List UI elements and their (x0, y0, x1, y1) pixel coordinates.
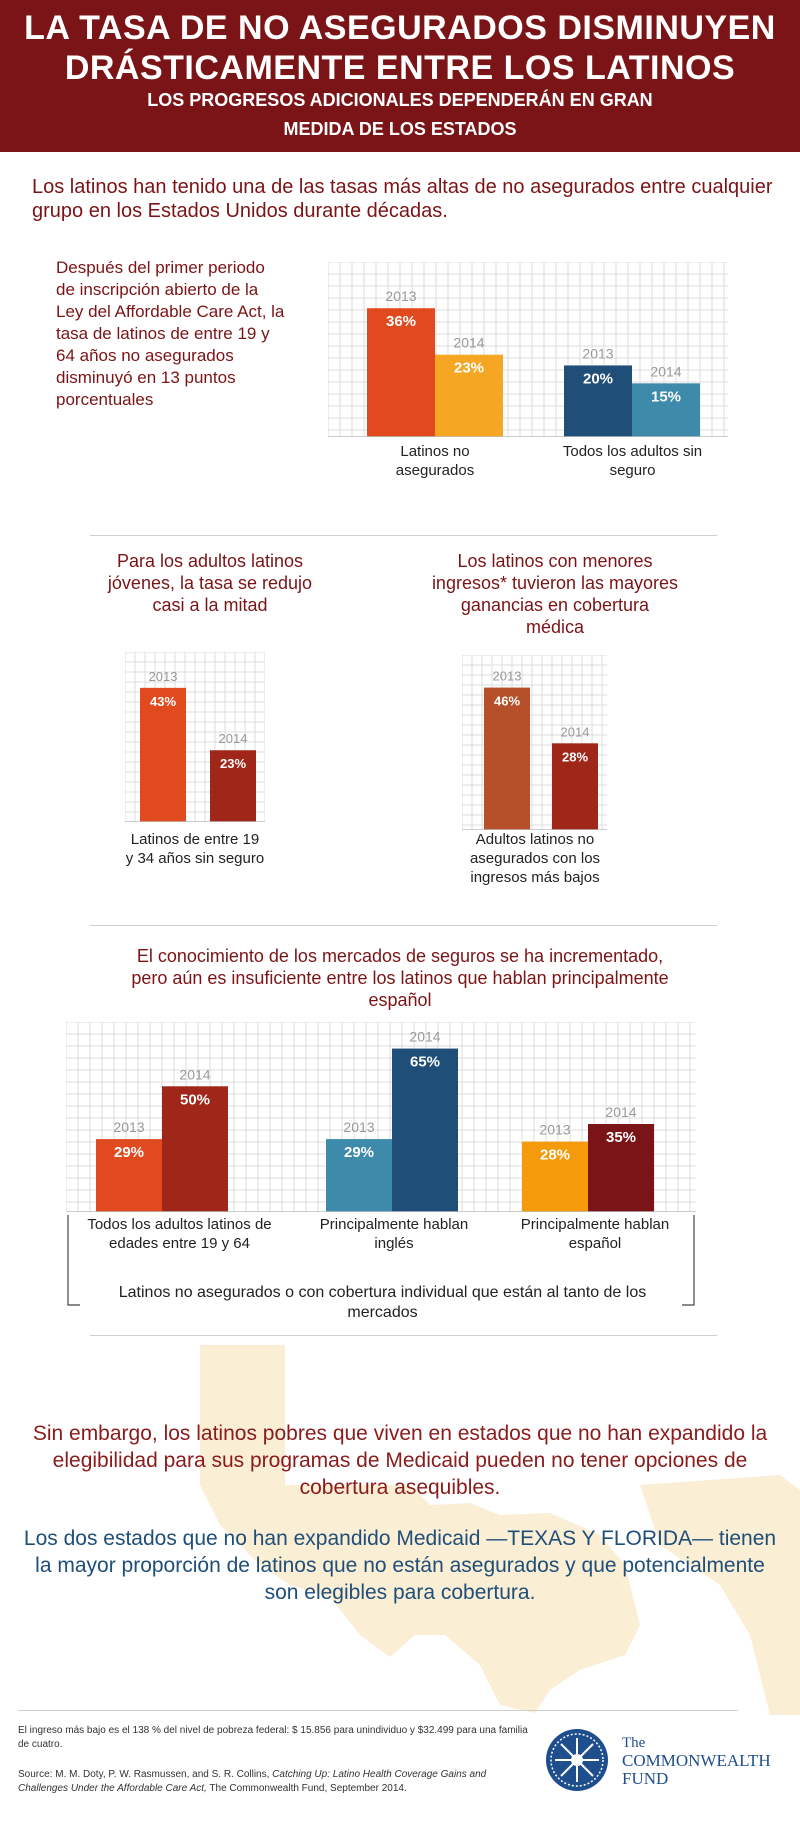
section4-heading: El conocimiento de los mercados de segur… (131, 946, 669, 1010)
year-label: 2013 (385, 288, 416, 304)
intro-text: Los latinos han tenido una de las tasas … (32, 176, 773, 222)
year-label: 2013 (113, 1119, 144, 1135)
section1-text: Después del primer periodo de inscripció… (56, 258, 285, 409)
chart3-label: Adultos latinos no asegurados con los in… (469, 831, 601, 886)
source-suffix: The Commonwealth Fund, September 2014. (209, 1783, 407, 1794)
value-label: 15% (651, 388, 681, 405)
bar-2014-2 (588, 1124, 654, 1212)
chart1-label-latinos: Latinos no asegurados (395, 443, 475, 479)
bar-2014-1 (632, 383, 700, 437)
bar-2014-1 (392, 1048, 458, 1212)
medicaid-warning: Sin embargo, los latinos pobres que vive… (32, 1422, 768, 1499)
bar-2013-0 (484, 687, 530, 830)
chart-uninsured-rate-19-64: 36% 2013 23% 2014 20% 2013 15% 2014 (328, 262, 728, 437)
section2-heading: Para los adultos latinos jóvenes, la tas… (107, 551, 313, 615)
chart-low-income-latinos: 46% 2013 28% 2014 (462, 655, 607, 830)
texas-silhouette-decoration (200, 1345, 800, 1715)
bracket (67, 1215, 695, 1306)
year-label: 2013 (539, 1122, 570, 1138)
source-prefix: Source: M. M. Doty, P. W. Rasmussen, and… (18, 1769, 270, 1780)
chart-market-awareness: 29% 2013 50% 2014 29% 2013 65% 2014 28% 2013 35% 20… (66, 1022, 696, 1212)
logo-line-1: The (622, 1735, 646, 1751)
value-label: 46% (494, 694, 520, 709)
year-label: 2014 (409, 1029, 440, 1045)
subtitle-line-1: LOS PROGRESOS ADICIONALES DEPENDERÁN EN … (147, 90, 653, 110)
subtitle-line-2: MEDIDA DE LOS ESTADOS (283, 119, 517, 139)
year-label: 2013 (149, 669, 178, 684)
footnote: El ingreso más bajo es el 138 % del nive… (18, 1725, 528, 1750)
year-label: 2014 (179, 1066, 210, 1082)
title-line-1: LA TASA DE NO ASEGURADOS DISMINUYEN (24, 9, 776, 47)
bar-2014-0 (210, 750, 256, 822)
value-label: 23% (454, 360, 484, 377)
section3-heading: Los latinos con menores ingresos* tuvier… (431, 551, 679, 637)
value-label: 23% (220, 756, 246, 771)
bar-2014-0 (552, 743, 598, 830)
value-label: 43% (150, 694, 176, 709)
source-citation: Source: M. M. Doty, P. W. Rasmussen, and… (18, 1768, 528, 1796)
bar-2014-0 (162, 1086, 228, 1212)
value-label: 28% (562, 749, 588, 764)
divider (90, 1335, 717, 1336)
header-banner: LA TASA DE NO ASEGURADOS DISMINUYEN DRÁS… (0, 0, 800, 152)
chart4-label-spanish: Principalmente hablan español (520, 1216, 670, 1252)
chart1-label-all-adults: Todos los adultos sin seguro (562, 443, 703, 479)
year-label: 2014 (650, 363, 681, 379)
chart4-label-english: Principalmente hablan inglés (319, 1216, 469, 1252)
value-label: 50% (180, 1091, 210, 1108)
year-label: 2013 (582, 345, 613, 361)
chart-young-latinos: 43% 2013 23% 2014 (125, 652, 265, 822)
commonwealth-fund-logo-icon (546, 1729, 608, 1791)
value-label: 29% (344, 1144, 374, 1161)
value-label: 35% (606, 1129, 636, 1146)
divider (90, 925, 717, 926)
logo-text: The COMMONWEALTH FUND (622, 1734, 771, 1788)
value-label: 65% (410, 1054, 440, 1071)
chart2-label: Latinos de entre 19 y 34 años sin seguro (125, 831, 265, 867)
value-label: 20% (583, 370, 613, 387)
bar-2013-1 (564, 365, 632, 437)
source-title: Catching Up: Latino Health Coverage Gain… (18, 1769, 487, 1794)
footer-divider (18, 1710, 738, 1711)
bar-2013-2 (522, 1141, 588, 1212)
bar-2013-0 (367, 308, 435, 437)
texas-florida-text: Los dos estados que no han expandido Med… (23, 1527, 777, 1604)
value-label: 28% (540, 1147, 570, 1164)
logo-line-2: COMMONWEALTH (622, 1751, 771, 1770)
page-title: LA TASA DE NO ASEGURADOS DISMINUYEN DRÁS… (0, 8, 800, 88)
bar-2013-1 (326, 1139, 392, 1212)
year-label: 2014 (219, 731, 248, 746)
divider (90, 535, 717, 536)
chart4-label-all-latinos: Todos los adultos latinos de edades entr… (87, 1216, 272, 1252)
year-label: 2014 (605, 1104, 636, 1120)
year-label: 2013 (493, 669, 522, 684)
bracket-label: Latinos no asegurados o con cobertura in… (118, 1284, 647, 1321)
bar-2013-0 (96, 1139, 162, 1212)
title-line-2: DRÁSTICAMENTE ENTRE LOS LATINOS (64, 49, 736, 87)
year-label: 2013 (343, 1119, 374, 1135)
year-label: 2014 (453, 335, 484, 351)
value-label: 29% (114, 1144, 144, 1161)
logo-line-3: FUND (622, 1769, 669, 1788)
bar-2013-0 (140, 687, 186, 822)
page-subtitle: LOS PROGRESOS ADICIONALES DEPENDERÁN EN … (0, 86, 800, 144)
bar-2014-0 (435, 354, 503, 437)
value-label: 36% (386, 313, 416, 330)
year-label: 2014 (561, 724, 590, 739)
